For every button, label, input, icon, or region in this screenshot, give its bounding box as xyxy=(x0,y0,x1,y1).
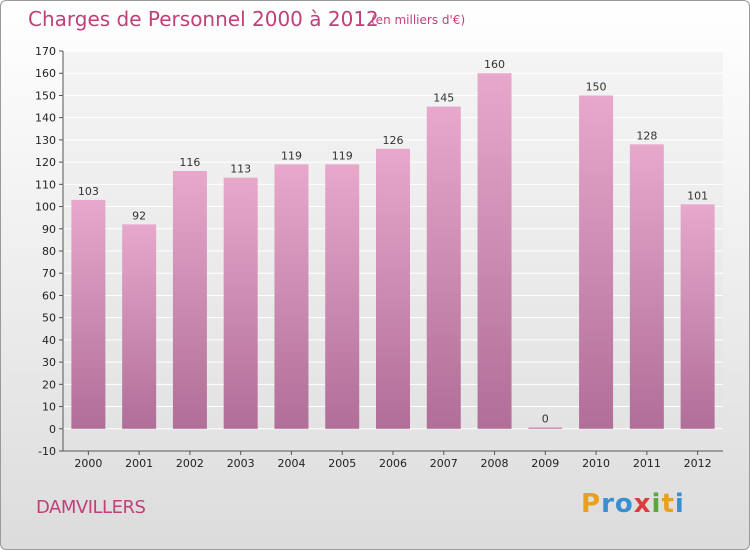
value-label: 113 xyxy=(230,163,251,176)
bar-2009 xyxy=(528,427,563,429)
x-tick-label: 2010 xyxy=(582,457,610,470)
y-tick-label: 50 xyxy=(42,312,56,325)
y-tick-label: 60 xyxy=(42,289,56,302)
bar-2007 xyxy=(426,106,461,429)
y-tick-label: 30 xyxy=(42,356,56,369)
value-label: 126 xyxy=(383,134,404,147)
value-label: 119 xyxy=(332,149,353,162)
y-tick-label: 40 xyxy=(42,334,56,347)
x-tick-label: 2002 xyxy=(176,457,204,470)
value-label: 92 xyxy=(132,209,146,222)
x-tick-label: 2000 xyxy=(74,457,102,470)
value-label: 103 xyxy=(78,185,99,198)
x-tick-label: 2003 xyxy=(227,457,255,470)
bar-2010 xyxy=(579,95,614,429)
y-tick-label: 150 xyxy=(35,89,56,102)
value-label: 160 xyxy=(484,58,505,71)
logo-letter: P xyxy=(581,489,602,519)
bar-2002 xyxy=(172,171,207,429)
logo-letter: t xyxy=(661,489,675,519)
x-tick-label: 2011 xyxy=(633,457,661,470)
value-label: 150 xyxy=(586,80,607,93)
value-label: 101 xyxy=(687,189,708,202)
y-tick-label: 120 xyxy=(35,156,56,169)
value-label: 116 xyxy=(179,156,200,169)
bar-2004 xyxy=(274,164,309,429)
x-tick-label: 2006 xyxy=(379,457,407,470)
bar-2011 xyxy=(629,144,664,429)
bar-2001 xyxy=(122,224,157,429)
y-tick-label: 160 xyxy=(35,67,56,80)
logo-letter: i xyxy=(651,489,662,519)
logo-letter: r xyxy=(601,489,615,519)
y-tick-label: 130 xyxy=(35,134,56,147)
y-tick-label: 20 xyxy=(42,378,56,391)
value-label: 0 xyxy=(542,412,549,425)
x-tick-label: 2007 xyxy=(430,457,458,470)
bar-2008 xyxy=(477,73,512,429)
y-tick-label: 0 xyxy=(49,423,56,436)
proxiti-logo: Proxiti xyxy=(581,489,685,519)
y-tick-label: 140 xyxy=(35,112,56,125)
x-tick-label: 2005 xyxy=(328,457,356,470)
bar-2000 xyxy=(71,199,106,429)
value-label: 128 xyxy=(636,129,657,142)
x-tick-label: 2012 xyxy=(684,457,712,470)
y-tick-label: 100 xyxy=(35,201,56,214)
commune-name: DAMVILLERS xyxy=(36,497,146,518)
bar-2003 xyxy=(223,177,258,429)
bar-2006 xyxy=(376,148,410,429)
chart-title: Charges de Personnel 2000 à 2012 xyxy=(28,7,379,31)
bar-2005 xyxy=(325,164,360,429)
x-tick-label: 2009 xyxy=(531,457,559,470)
y-tick-label: 70 xyxy=(42,267,56,280)
y-tick-label: -10 xyxy=(38,445,56,458)
bar-2012 xyxy=(680,204,715,429)
value-label: 119 xyxy=(281,149,302,162)
logo-letter: i xyxy=(674,489,685,519)
logo-letter: o xyxy=(614,489,634,519)
x-tick-label: 2001 xyxy=(125,457,153,470)
y-tick-label: 80 xyxy=(42,245,56,258)
x-tick-label: 2008 xyxy=(481,457,509,470)
logo-letter: x xyxy=(633,489,652,519)
y-tick-label: 170 xyxy=(35,45,56,58)
chart-subtitle: (en milliers d'€) xyxy=(371,13,466,27)
value-label: 145 xyxy=(433,92,454,105)
y-tick-label: 110 xyxy=(35,178,56,191)
y-tick-label: 90 xyxy=(42,223,56,236)
x-tick-label: 2004 xyxy=(277,457,305,470)
y-tick-label: 10 xyxy=(42,401,56,414)
